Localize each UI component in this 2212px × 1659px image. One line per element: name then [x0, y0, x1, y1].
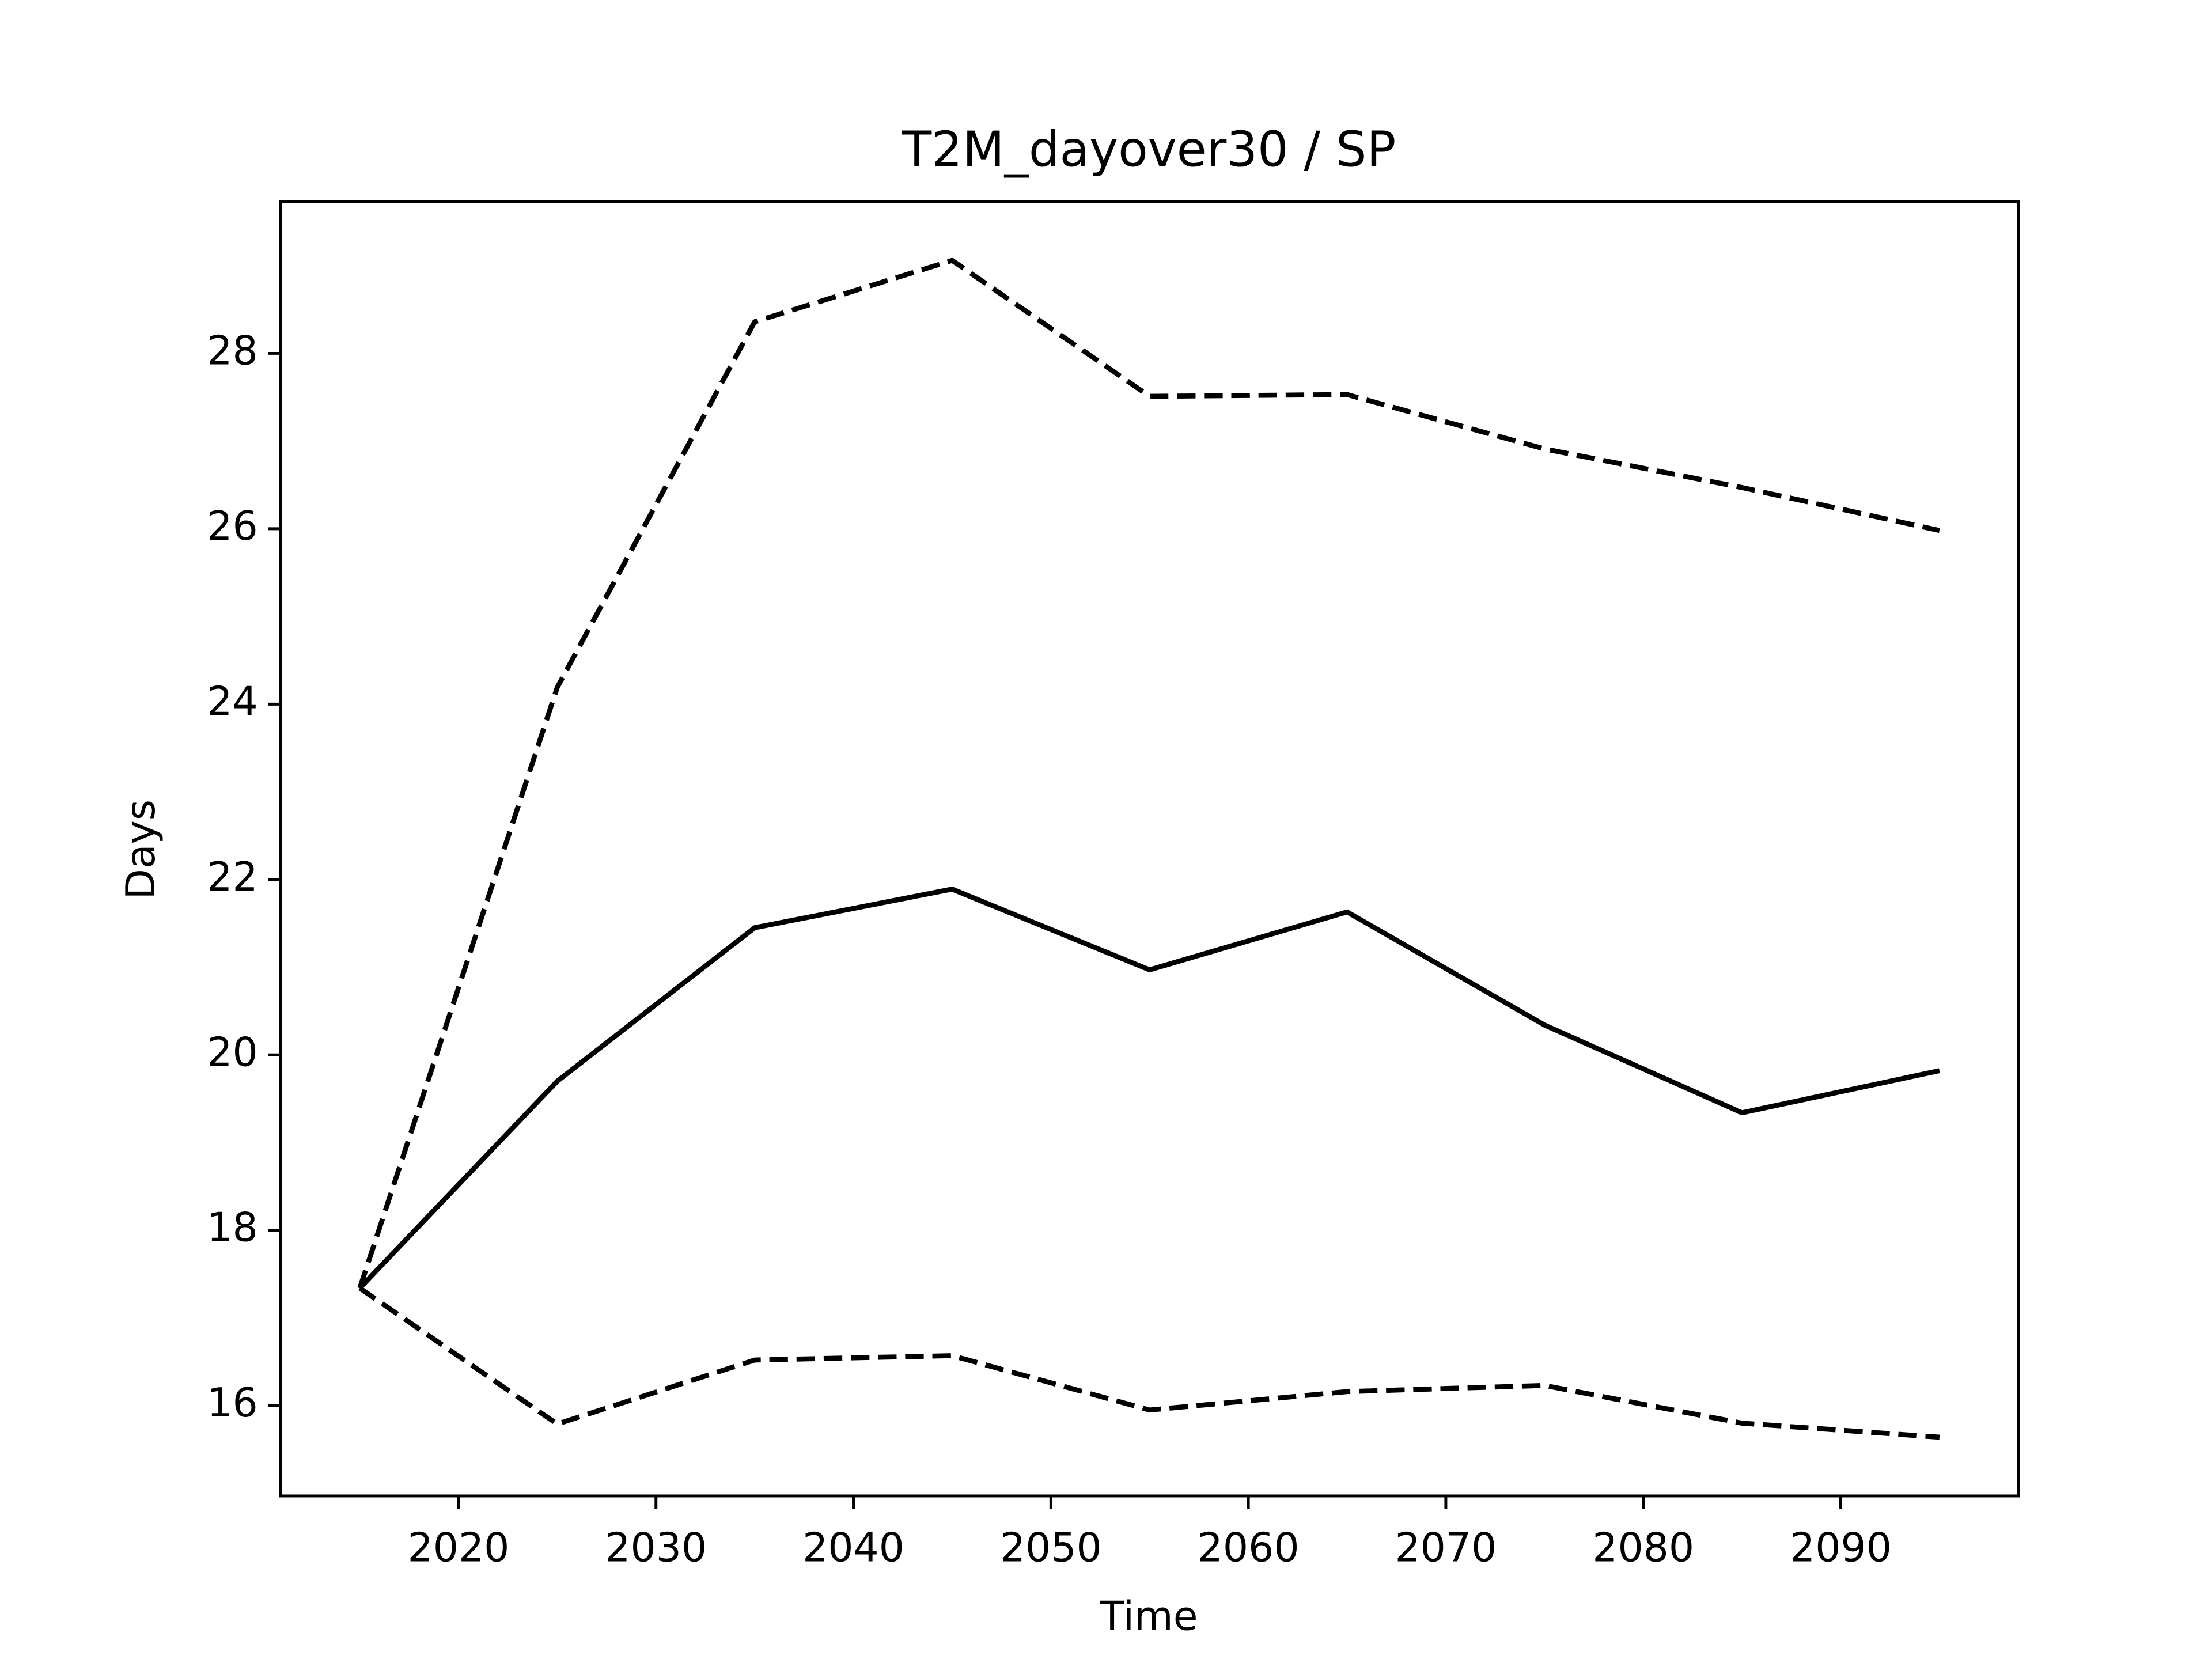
y-tick-label: 24: [207, 678, 257, 725]
x-tick-label: 2080: [1592, 1524, 1694, 1571]
x-tick-label: 2070: [1395, 1524, 1497, 1571]
y-tick-label: 20: [207, 1029, 257, 1075]
y-tick-label: 16: [207, 1380, 257, 1426]
y-tick-label: 26: [207, 503, 257, 550]
chart-title: T2M_dayover30 / SP: [902, 122, 1396, 178]
series-line: [358, 887, 1940, 1290]
x-tick-label: 2050: [1000, 1524, 1102, 1571]
x-axis-label: Time: [1099, 1593, 1198, 1640]
x-tick-label: 2030: [605, 1524, 707, 1571]
x-tick-label: 2020: [408, 1524, 510, 1571]
y-tick-label: 28: [207, 327, 257, 374]
x-tick-label: 2090: [1790, 1524, 1892, 1571]
plot-frame: [279, 200, 2020, 1498]
y-tick-label: 18: [207, 1205, 257, 1251]
series-line: [357, 257, 1940, 1289]
y-axis-label: Days: [118, 800, 164, 899]
x-tick-label: 2060: [1198, 1524, 1300, 1571]
series-line: [358, 1286, 1940, 1440]
y-tick-label: 22: [207, 854, 257, 900]
x-tick-label: 2040: [802, 1524, 904, 1571]
